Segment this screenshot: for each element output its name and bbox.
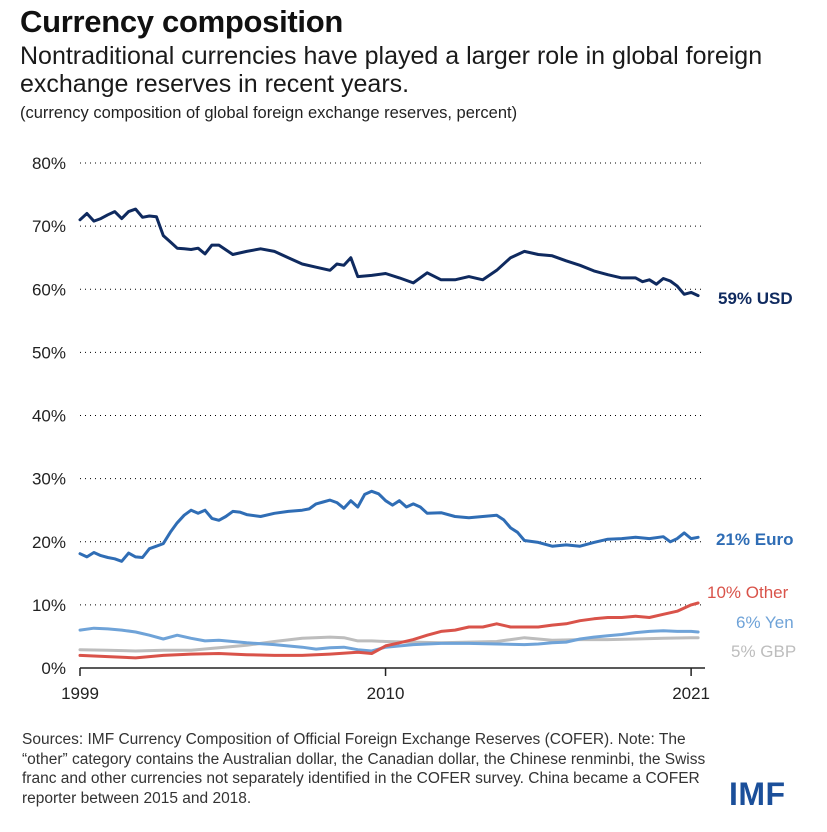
- series-end-labels: 59% USD 21% Euro 10% Other 6% Yen 5% GBP: [707, 289, 796, 661]
- x-tick-label: 2021: [672, 684, 710, 703]
- series-line-euro: [78, 489, 700, 563]
- chart-unit-note: (currency composition of global foreign …: [20, 104, 518, 122]
- y-tick-label: 40%: [32, 407, 66, 426]
- y-tick-label: 30%: [32, 470, 66, 489]
- y-tick-label: 80%: [32, 154, 66, 173]
- y-tick-label: 60%: [32, 280, 66, 299]
- y-tick-label: 0%: [41, 659, 66, 678]
- imf-logo: IMF: [729, 776, 786, 812]
- x-tick-label: 2010: [367, 684, 405, 703]
- y-tick-label: 10%: [32, 596, 66, 615]
- page-title: Currency composition: [20, 4, 343, 39]
- series-line-other: [78, 601, 700, 660]
- end-label-other: 10% Other: [707, 583, 789, 602]
- x-axis: 1999 2010 2021: [61, 667, 710, 703]
- x-tick-label: 1999: [61, 684, 99, 703]
- series-line-usd: [78, 207, 700, 298]
- series-lines: [78, 207, 700, 660]
- y-tick-label: 20%: [32, 533, 66, 552]
- sources-note: Sources: IMF Currency Composition of Off…: [22, 731, 706, 807]
- y-tick-labels: 0% 10% 20% 30% 40% 50% 60% 70% 80%: [32, 154, 66, 678]
- series-line-yen: [78, 626, 700, 653]
- end-label-usd: 59% USD: [718, 289, 793, 308]
- y-tick-label: 50%: [32, 343, 66, 362]
- line-chart: 0%10%20%30%40%50%60%70%80% 1999 2010 2021 …: [32, 154, 796, 703]
- end-label-gbp: 5% GBP: [731, 642, 796, 661]
- end-label-yen: 6% Yen: [736, 613, 794, 632]
- y-tick-label: 70%: [32, 217, 66, 236]
- end-label-euro: 21% Euro: [716, 530, 793, 549]
- chart-subtitle: Nontraditional currencies have played a …: [20, 42, 763, 98]
